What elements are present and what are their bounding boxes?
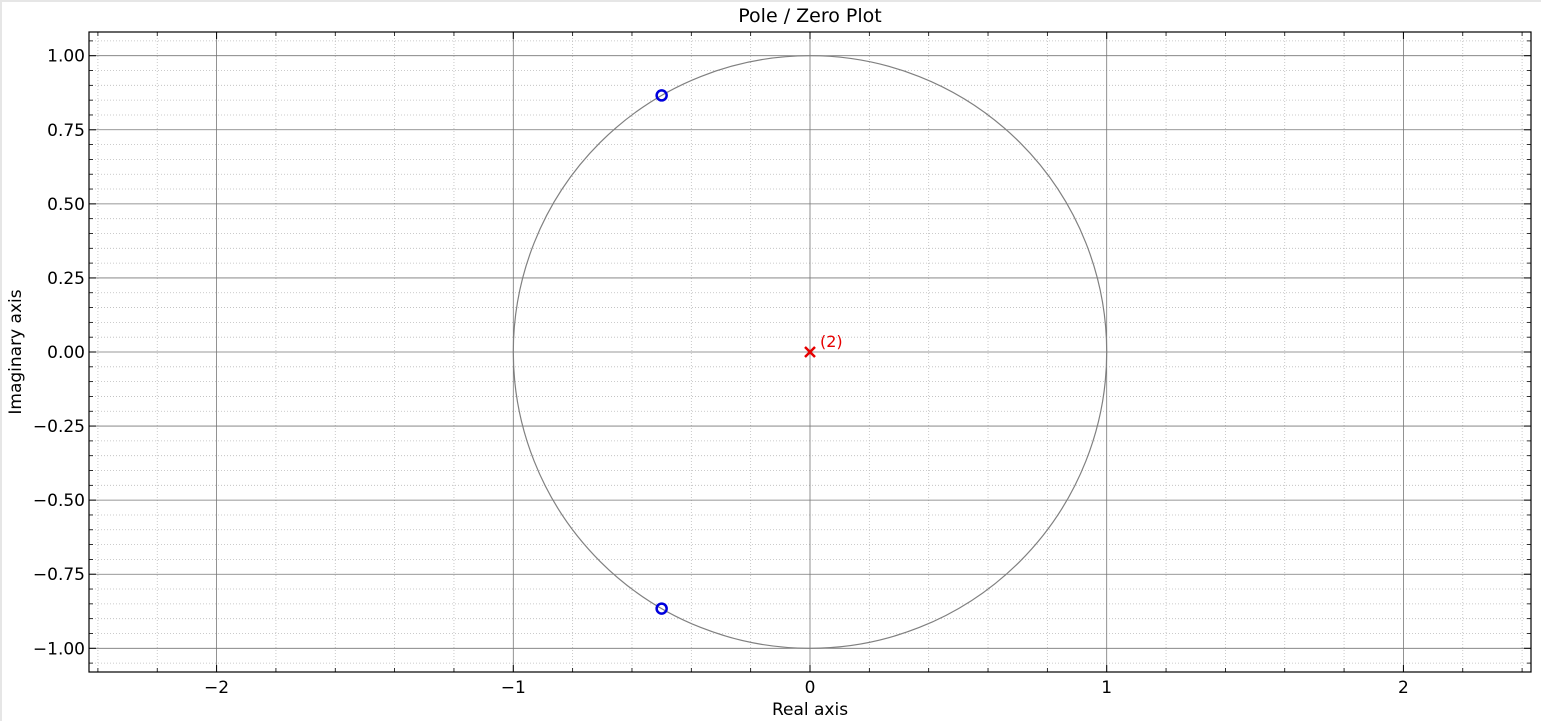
zero-marker	[655, 89, 668, 102]
pole-marker	[804, 346, 816, 358]
y-axis-label: Imaginary axis	[6, 289, 26, 414]
unit-circle-layer	[512, 55, 1108, 649]
x-axis-label: Real axis	[772, 700, 848, 720]
pole-multiplicity-label: (2)	[820, 332, 843, 351]
y-tick-label: −1.00	[33, 639, 85, 659]
x-tick-label: 2	[1398, 678, 1409, 698]
y-tick-label: 0.50	[47, 195, 85, 215]
y-tick-label: 0.75	[47, 121, 85, 141]
tick-marks	[89, 32, 1531, 672]
zero-marker	[655, 602, 668, 615]
y-tick-label: 1.00	[47, 47, 85, 67]
pole-cross-stroke	[804, 346, 816, 358]
chart-title: Pole / Zero Plot	[738, 5, 881, 27]
y-tick-label: 0.00	[47, 343, 85, 363]
x-tick-label: −1	[501, 678, 526, 698]
tick-labels: −2 −1 0 1 2 1.00 0.75 0.50 0.25 0.00 −0.25 −0.50 −0.…	[33, 47, 1409, 698]
y-tick-label: −0.50	[33, 491, 85, 511]
pole-zero-marks: (2)	[655, 89, 843, 615]
x-tick-label: −2	[204, 678, 229, 698]
x-tick-label: 0	[805, 678, 816, 698]
y-tick-label: 0.25	[47, 269, 85, 289]
y-tick-label: −0.75	[33, 565, 85, 585]
x-tick-label: 1	[1101, 678, 1112, 698]
unit-circle	[512, 55, 1108, 649]
y-tick-label: −0.25	[33, 417, 85, 437]
